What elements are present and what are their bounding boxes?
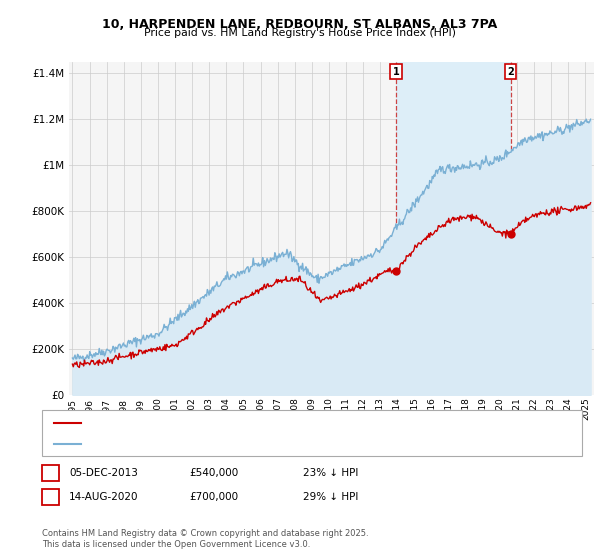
Text: 2: 2 [47,492,54,502]
Text: 1: 1 [392,67,400,77]
Text: HPI: Average price, detached house, St Albans: HPI: Average price, detached house, St A… [87,438,314,449]
Bar [396,62,511,395]
Text: £540,000: £540,000 [189,468,238,478]
Text: 14-AUG-2020: 14-AUG-2020 [69,492,139,502]
Text: £700,000: £700,000 [189,492,238,502]
Text: 10, HARPENDEN LANE, REDBOURN, ST ALBANS, AL3 7PA: 10, HARPENDEN LANE, REDBOURN, ST ALBANS,… [103,18,497,31]
Text: 05-DEC-2013: 05-DEC-2013 [69,468,138,478]
Text: 10, HARPENDEN LANE, REDBOURN, ST ALBANS, AL3 7PA (detached house): 10, HARPENDEN LANE, REDBOURN, ST ALBANS,… [87,418,454,428]
Text: Price paid vs. HM Land Registry's House Price Index (HPI): Price paid vs. HM Land Registry's House … [144,28,456,38]
Text: 23% ↓ HPI: 23% ↓ HPI [303,468,358,478]
Text: 2: 2 [507,67,514,77]
Text: Contains HM Land Registry data © Crown copyright and database right 2025.
This d: Contains HM Land Registry data © Crown c… [42,529,368,549]
Text: 1: 1 [47,468,54,478]
Text: 29% ↓ HPI: 29% ↓ HPI [303,492,358,502]
